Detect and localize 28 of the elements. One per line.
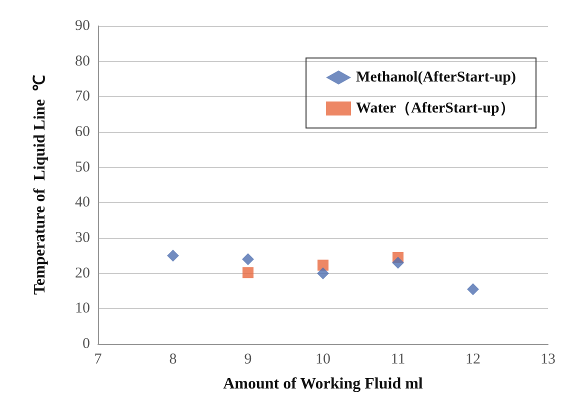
point: [317, 267, 329, 280]
point: [242, 253, 254, 266]
y-tick-label: 70: [75, 88, 90, 105]
point: [392, 256, 404, 269]
x-tick-label: 8: [169, 352, 177, 368]
point: [318, 260, 328, 271]
x-tick-label: 10: [316, 352, 330, 368]
legend-label: Water（AfterStart-up）: [356, 100, 514, 116]
point: [167, 250, 179, 262]
x-tick-label: 13: [540, 352, 556, 368]
x-tick-label: 11: [390, 352, 406, 368]
x-axis-title: Amount of Working Fluid ml: [223, 376, 424, 392]
y-tick-label: 0: [82, 336, 90, 352]
y-tick-label: 50: [75, 159, 90, 176]
x-tick-label: 9: [244, 352, 252, 368]
y-tick-label: 80: [75, 53, 90, 70]
legend-label: Methanol(AfterStart-up): [356, 70, 516, 86]
y-tick-label: 30: [75, 230, 90, 246]
x-tick-label: 12: [466, 352, 480, 368]
point: [242, 267, 254, 278]
y-tick-label: 10: [75, 300, 90, 317]
y-tick-label: 40: [75, 194, 90, 211]
y-tick-label: 90: [75, 18, 90, 34]
y-tick-label: 60: [75, 124, 90, 140]
y-tick-label: 20: [75, 265, 90, 282]
x-tick-label: 7: [94, 352, 102, 368]
y-axis-title: Temperature of Liquid Line ℃: [32, 75, 48, 295]
point: [467, 283, 479, 296]
